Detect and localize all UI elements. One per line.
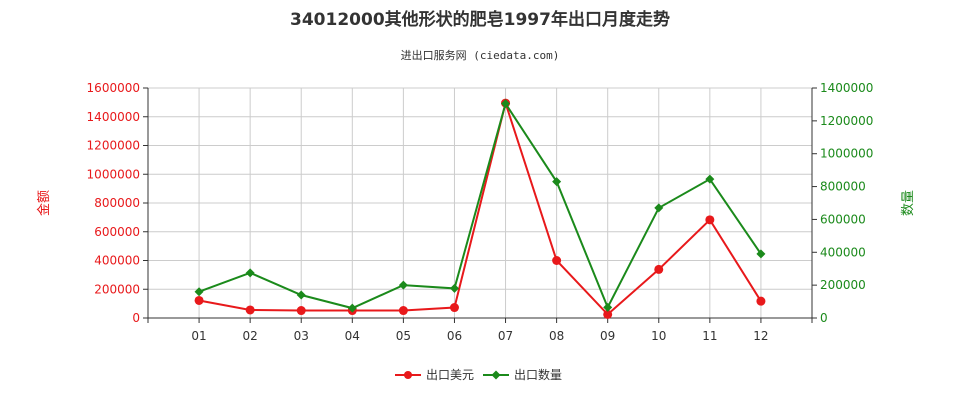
right-tick-label: 1400000	[820, 81, 873, 95]
x-tick-label: 05	[396, 329, 411, 343]
data-point-quantity	[245, 268, 255, 278]
data-point-quantity	[552, 177, 562, 187]
data-point-quantity	[705, 174, 715, 184]
x-axis-ticks: 01 02 03 04 05 06 07 08 09 10 11 12	[147, 318, 813, 343]
data-point-quantity	[347, 303, 357, 313]
x-tick-label: 07	[498, 329, 513, 343]
legend-label-amount: 出口美元	[426, 368, 474, 382]
data-point-amount	[756, 296, 766, 306]
chart-title: 34012000其他形状的肥皂1997年出口月度走势	[290, 9, 670, 30]
left-tick-label: 1400000	[87, 110, 140, 124]
data-point-quantity	[756, 249, 766, 259]
right-tick-label: 0	[820, 311, 828, 325]
grid-lines	[148, 87, 812, 318]
x-tick-label: 01	[191, 329, 206, 343]
data-point-quantity	[501, 99, 511, 109]
series-line-amount	[198, 99, 762, 316]
data-point-amount	[296, 306, 306, 316]
data-point-quantity	[398, 280, 408, 290]
data-point-amount	[705, 215, 715, 225]
x-tick-label: 11	[702, 329, 717, 343]
x-tick-label: 03	[294, 329, 309, 343]
x-tick-label: 06	[447, 329, 462, 343]
data-point-amount	[603, 309, 613, 319]
series-line-quantity	[198, 101, 762, 310]
right-axis-title: 数量	[901, 190, 916, 216]
left-tick-label: 1000000	[87, 167, 140, 181]
series-layer	[194, 98, 766, 319]
right-tick-label: 1000000	[820, 147, 873, 161]
data-point-amount	[654, 264, 664, 274]
data-point-quantity	[296, 290, 306, 300]
legend-label-quantity: 出口数量	[514, 367, 562, 382]
left-axis-title: 金额	[36, 190, 52, 216]
left-axis-ticks: 0 200000 400000 600000 800000 1000000 1200000 1…	[87, 81, 148, 325]
data-point-amount	[245, 305, 255, 315]
right-tick-label: 600000	[820, 212, 866, 226]
data-point-quantity	[194, 287, 204, 297]
left-tick-label: 600000	[94, 225, 140, 239]
data-point-quantity	[603, 302, 613, 312]
x-tick-label: 10	[651, 329, 666, 343]
x-tick-label: 09	[600, 329, 615, 343]
right-tick-label: 1200000	[820, 114, 873, 128]
right-tick-label: 800000	[820, 180, 866, 194]
legend-item-amount[interactable]: 出口美元	[395, 368, 474, 382]
left-tick-label: 400000	[94, 254, 140, 268]
data-point-quantity	[449, 283, 459, 293]
left-tick-label: 0	[132, 311, 140, 325]
left-tick-label: 1200000	[87, 139, 140, 153]
right-tick-label: 200000	[820, 278, 866, 292]
data-point-amount	[552, 256, 562, 265]
data-point-amount	[398, 306, 408, 316]
x-tick-label: 04	[345, 329, 360, 343]
right-tick-label: 400000	[820, 245, 866, 259]
right-axis-ticks: 0 200000 400000 600000 800000 1000000 1200000 1…	[812, 81, 873, 325]
x-tick-label: 12	[753, 329, 768, 343]
left-tick-label: 800000	[94, 196, 140, 210]
chart-subtitle: 进出口服务网 (ciedata.com)	[401, 48, 560, 62]
left-tick-label: 1600000	[87, 81, 140, 95]
data-point-amount	[449, 303, 459, 313]
data-point-quantity	[654, 203, 664, 213]
x-tick-label: 02	[243, 329, 258, 343]
left-tick-label: 200000	[94, 282, 140, 296]
x-tick-label: 08	[549, 329, 564, 343]
data-point-amount	[194, 295, 204, 305]
legend-item-quantity[interactable]: 出口数量	[483, 367, 562, 382]
legend: 出口美元 出口数量	[395, 367, 562, 382]
